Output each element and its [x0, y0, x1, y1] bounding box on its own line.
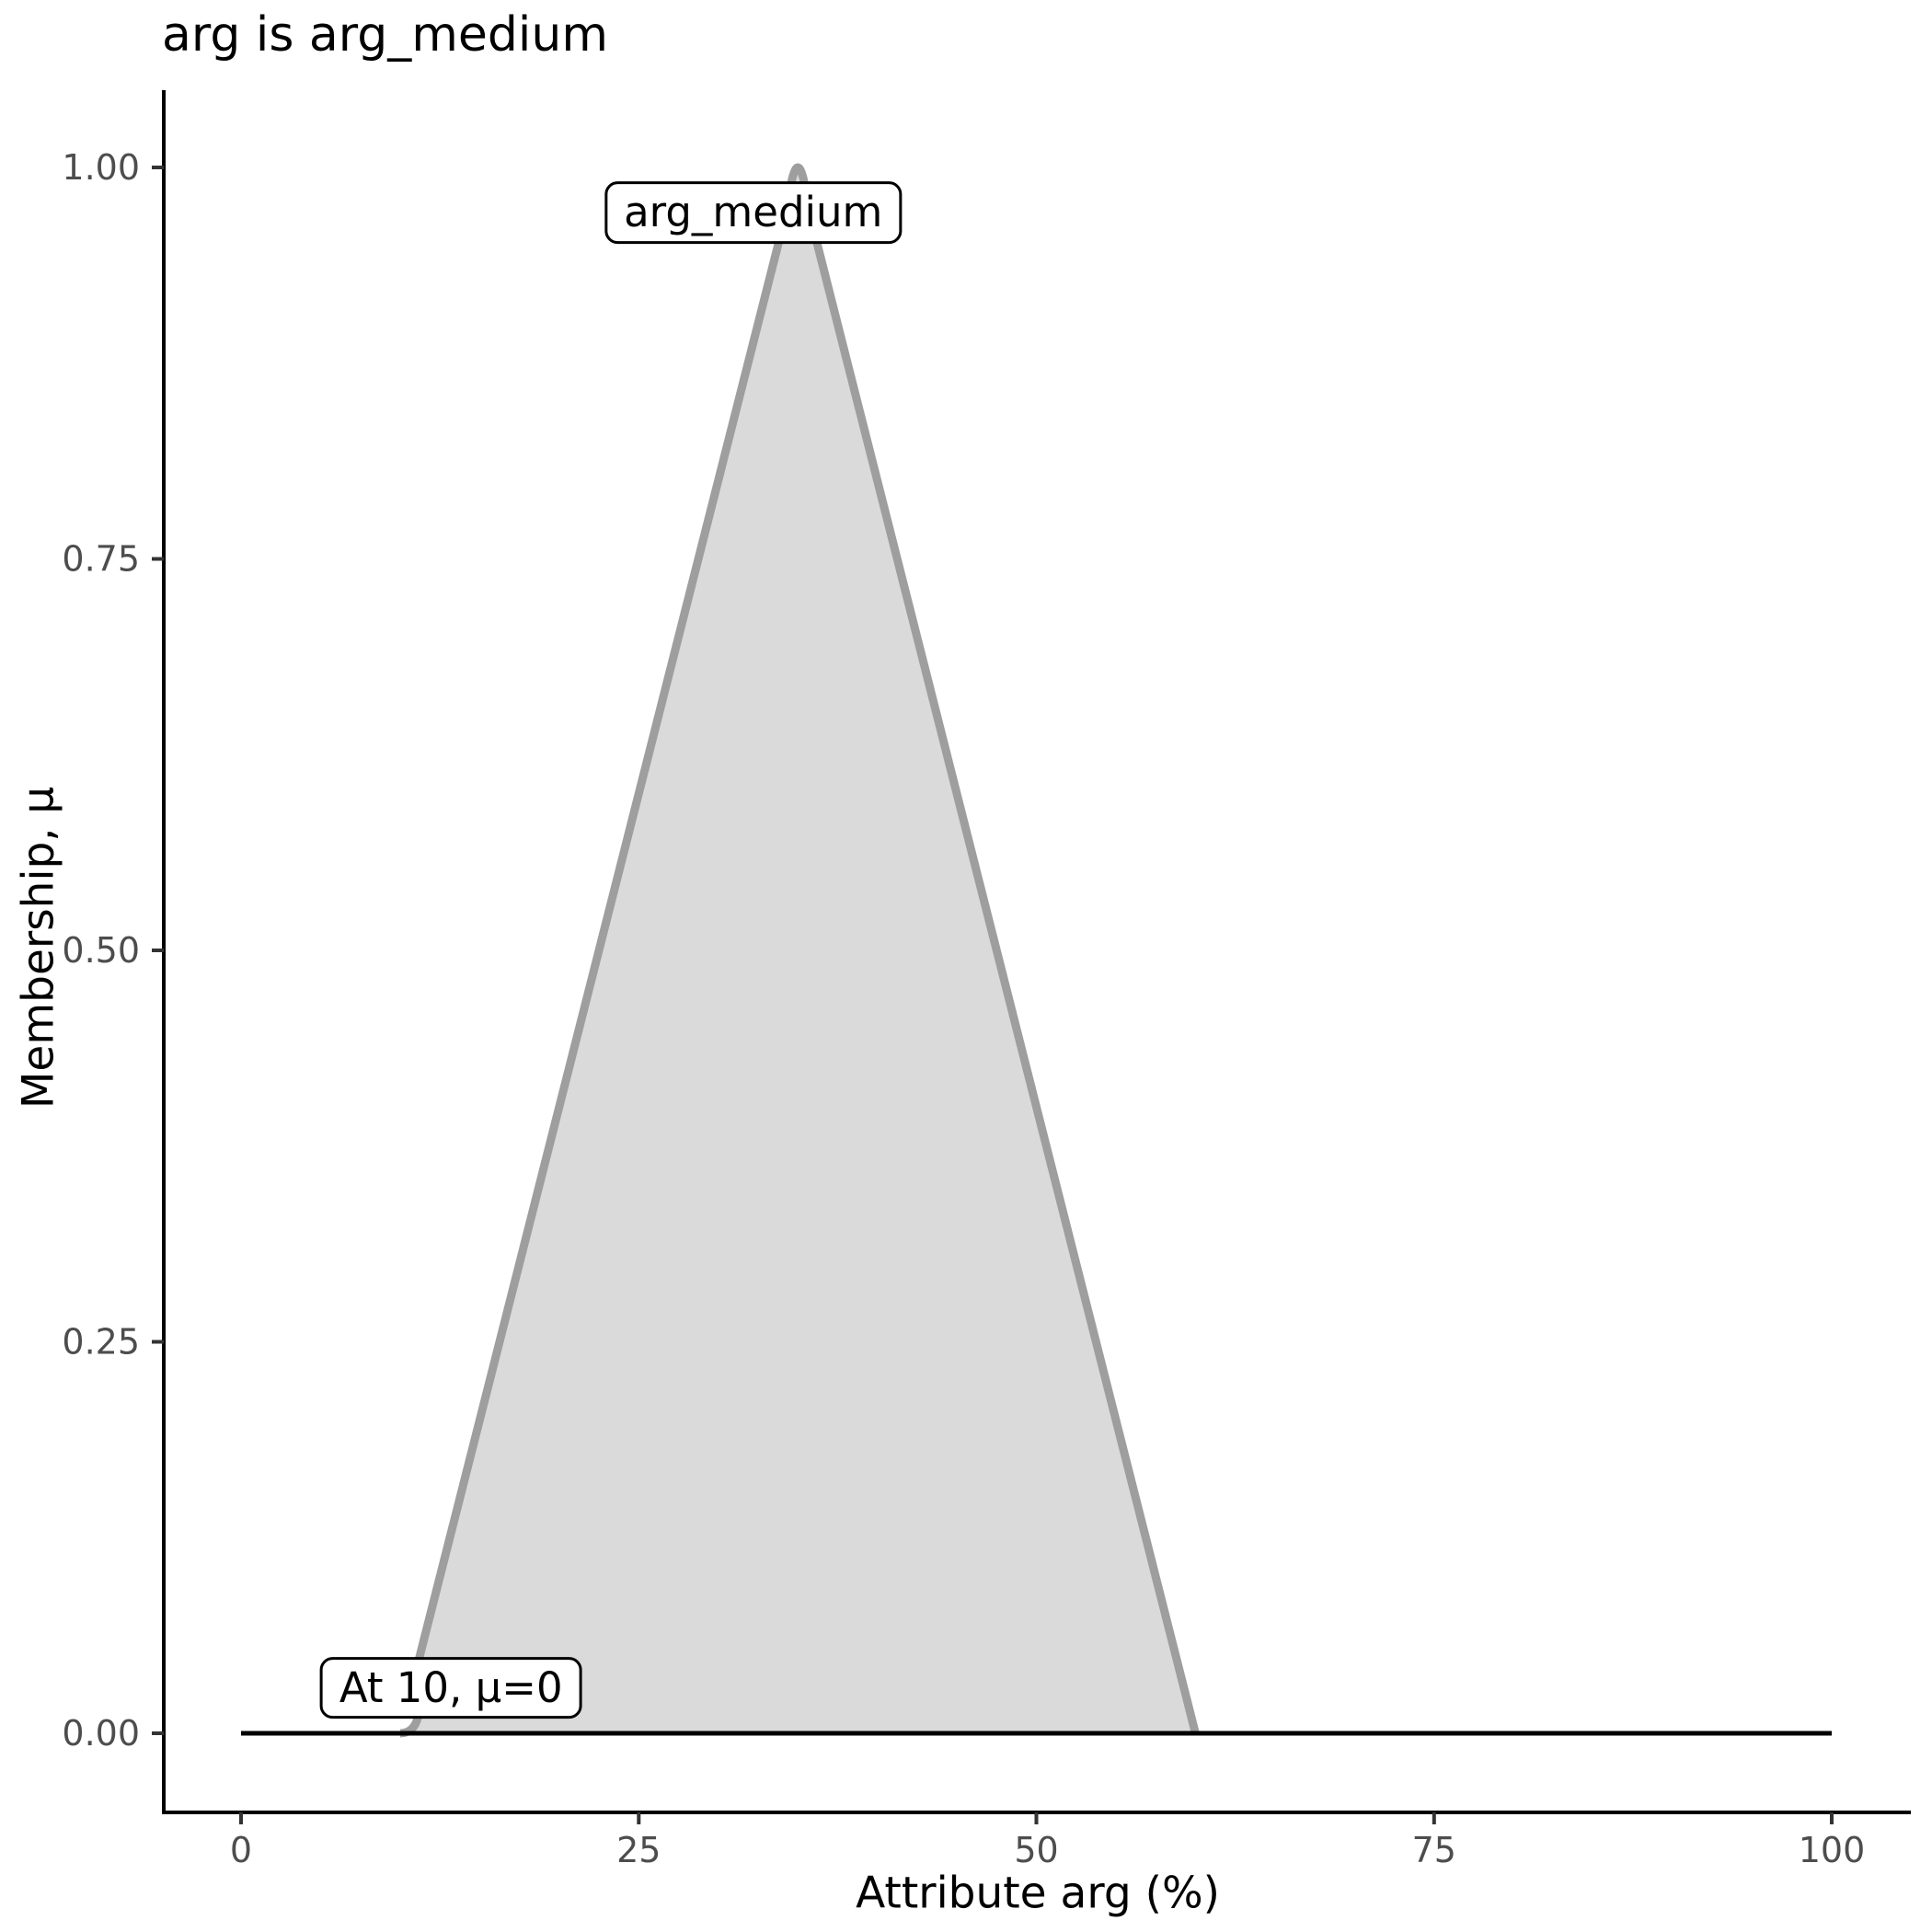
membership-fill	[399, 167, 1196, 1733]
y-tick-label: 0.75	[62, 539, 140, 580]
x-axis-title: Attribute arg (%)	[856, 1868, 1220, 1919]
y-tick-label: 0.50	[62, 930, 140, 971]
y-tick-label: 0.00	[62, 1713, 140, 1754]
y-tick-label: 0.25	[62, 1322, 140, 1363]
annotation-label: At 10, μ=0	[319, 1656, 582, 1719]
x-tick-label: 0	[230, 1830, 252, 1870]
y-tick-label: 1.00	[62, 147, 140, 188]
x-tick-label: 50	[1014, 1830, 1058, 1870]
chart-title: arg is arg_medium	[162, 7, 608, 63]
x-tick-label: 75	[1412, 1830, 1456, 1870]
x-tick-label: 100	[1799, 1830, 1866, 1870]
annotation-label: arg_medium	[604, 181, 903, 245]
x-tick-label: 25	[616, 1830, 661, 1870]
